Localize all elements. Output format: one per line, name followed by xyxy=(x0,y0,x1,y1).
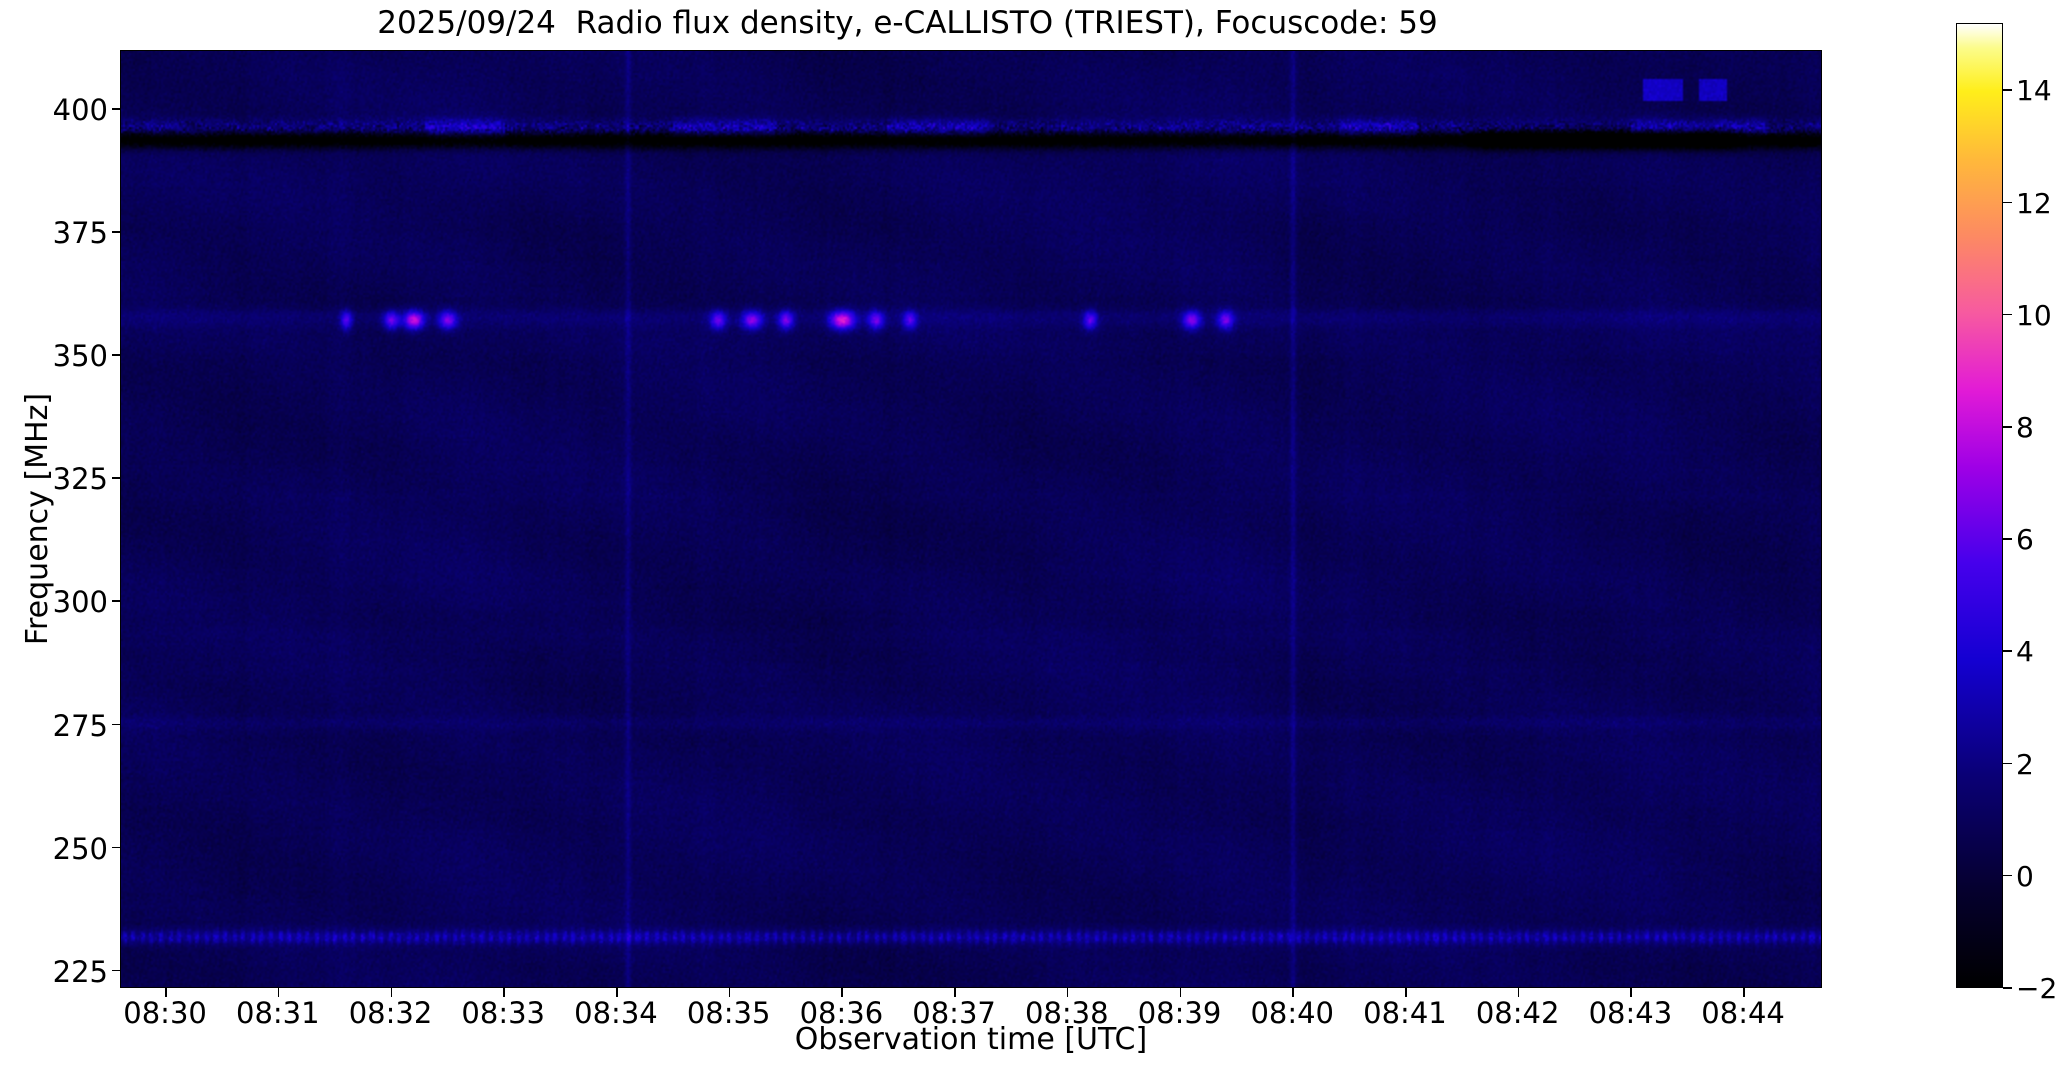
y-axis-tick-225: 225 xyxy=(52,954,108,989)
y-axis-label: Frequency [MHz] xyxy=(20,392,55,646)
spectrogram-plot-area xyxy=(120,50,1822,988)
x-axis-tick-mark xyxy=(1179,988,1182,997)
colorbar-tick-mark xyxy=(2003,89,2012,91)
x-axis-tick-0834: 08:34 xyxy=(574,996,658,1030)
y-axis-tick-mark xyxy=(112,354,121,356)
colorbar-tick-8: 8 xyxy=(2016,410,2034,444)
colorbar-tick-mark xyxy=(2003,874,2012,877)
colorbar-tick-0: 0 xyxy=(2016,859,2034,893)
x-axis-tick-mark xyxy=(1404,988,1407,997)
colorbar xyxy=(1956,23,2003,988)
x-axis-tick-0833: 08:33 xyxy=(461,996,545,1030)
y-axis-tick-375: 375 xyxy=(52,216,108,251)
colorbar-label: dB above background xyxy=(2062,341,2066,670)
colorbar-tick-mark xyxy=(2003,313,2012,316)
y-axis-tick-mark xyxy=(112,846,121,849)
page-title: 2025/09/24 Radio flux density, e-CALLIST… xyxy=(377,5,1438,41)
x-axis-tick-0830: 08:30 xyxy=(123,996,207,1030)
x-axis-tick-mark xyxy=(1517,988,1520,997)
x-axis-tick-0841: 08:41 xyxy=(1363,996,1447,1030)
y-axis-tick-250: 250 xyxy=(52,831,108,866)
x-axis-tick-0844: 08:44 xyxy=(1701,996,1785,1030)
y-axis-tick-350: 350 xyxy=(52,339,108,374)
x-axis-tick-0832: 08:32 xyxy=(348,996,433,1030)
x-axis-tick-0839: 08:39 xyxy=(1137,996,1222,1030)
y-axis-tick-marks xyxy=(112,0,122,1067)
x-axis-tick-0838: 08:38 xyxy=(1025,996,1109,1030)
x-axis-tick-0836: 08:36 xyxy=(799,996,884,1030)
x-axis-label: Observation time [UTC] xyxy=(794,1022,1148,1057)
y-axis-tick-300: 300 xyxy=(52,585,108,620)
y-axis-tick-mark xyxy=(112,108,121,110)
x-axis-tick-mark xyxy=(954,988,956,997)
spectrogram-image xyxy=(121,51,1821,987)
x-axis-tick-mark xyxy=(277,988,280,997)
x-axis-tick-mark xyxy=(390,988,393,997)
y-axis-tick-labels: 400 375 350 325 300 275 250 225 xyxy=(0,0,108,1067)
colorbar-tick-4: 4 xyxy=(2016,635,2034,669)
y-axis-tick-mark xyxy=(112,600,121,603)
x-axis-tick-mark xyxy=(615,988,618,997)
x-axis-tick-mark xyxy=(1743,988,1745,997)
y-axis-tick-325: 325 xyxy=(52,462,108,497)
colorbar-tick-10: 10 xyxy=(2016,298,2052,332)
y-axis-tick-275: 275 xyxy=(52,708,108,743)
colorbar-tick-mark xyxy=(2003,987,2012,989)
x-axis-tick-0835: 08:35 xyxy=(686,996,771,1030)
colorbar-tick-mark xyxy=(2003,538,2012,540)
y-axis-tick-mark xyxy=(112,477,121,479)
colorbar-tick--2: −2 xyxy=(2016,972,2058,1005)
colorbar-tick-14: 14 xyxy=(2016,74,2052,108)
x-axis-tick-0843: 08:43 xyxy=(1588,996,1673,1030)
colorbar-tick-12: 12 xyxy=(2016,186,2052,220)
x-axis-tick-mark xyxy=(1066,988,1069,997)
x-axis-tick-mark xyxy=(841,988,843,997)
colorbar-tick-mark xyxy=(2003,762,2012,765)
x-axis-tick-mark xyxy=(1630,988,1632,997)
x-axis-tick-0842: 08:42 xyxy=(1475,996,1560,1030)
colorbar-tick-mark xyxy=(2003,201,2012,204)
x-axis-tick-0837: 08:37 xyxy=(912,996,996,1030)
y-axis-tick-mark xyxy=(112,723,121,726)
colorbar-tick-mark xyxy=(2003,425,2012,428)
x-axis-tick-0840: 08:40 xyxy=(1250,996,1335,1030)
y-axis-tick-mark xyxy=(112,231,121,233)
x-axis-tick-mark xyxy=(503,988,505,997)
x-axis-tick-0831: 08:31 xyxy=(236,996,320,1030)
y-axis-tick-mark xyxy=(112,969,121,972)
x-axis-tick-mark xyxy=(165,988,167,997)
colorbar-tick-2: 2 xyxy=(2016,747,2034,781)
x-axis-tick-mark xyxy=(1292,988,1294,997)
colorbar-gradient xyxy=(1957,24,2002,987)
y-axis-tick-400: 400 xyxy=(52,93,108,128)
colorbar-tick-6: 6 xyxy=(2016,523,2034,557)
colorbar-tick-mark xyxy=(2003,650,2012,652)
x-axis-tick-mark xyxy=(728,988,731,997)
